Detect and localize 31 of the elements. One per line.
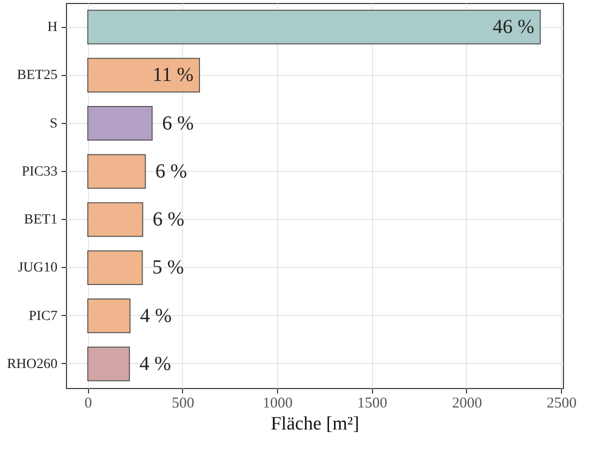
bar xyxy=(87,202,144,237)
y-tick-label: S xyxy=(50,116,58,132)
x-tick-label: 0 xyxy=(84,396,92,412)
bar xyxy=(87,250,143,286)
y-tick-label: RHO260 xyxy=(6,356,58,372)
y-tick-label: PIC7 xyxy=(28,308,58,324)
annotation: 46 % xyxy=(492,16,534,38)
annotation: 6 % xyxy=(155,160,188,182)
x-tick-label: 1500 xyxy=(357,396,388,412)
x-tick-label: 2000 xyxy=(452,396,482,412)
bar xyxy=(87,10,541,44)
bar xyxy=(87,298,130,334)
bar xyxy=(87,106,153,141)
bar xyxy=(87,58,200,93)
y-tick-label: JUG10 xyxy=(18,260,58,276)
annotation: 5 % xyxy=(152,256,184,279)
annotation: 6 % xyxy=(152,208,184,231)
annotation: 4 % xyxy=(139,352,172,375)
bar xyxy=(87,346,130,382)
y-tick-label: H xyxy=(47,20,58,36)
y-tick-label: PIC33 xyxy=(22,164,58,180)
x-axis-title: Fläche [m²] xyxy=(270,414,360,434)
annotation: 11 % xyxy=(152,64,194,86)
bar xyxy=(87,154,146,189)
y-tick-label: BET1 xyxy=(24,212,58,228)
x-tick-label: 500 xyxy=(172,396,194,412)
x-tick-label: 2500 xyxy=(546,396,577,412)
annotation: 4 % xyxy=(140,304,172,327)
x-tick-label: 1000 xyxy=(262,396,293,412)
y-tick-label: BET25 xyxy=(17,68,58,84)
annotation: 6 % xyxy=(162,112,194,134)
